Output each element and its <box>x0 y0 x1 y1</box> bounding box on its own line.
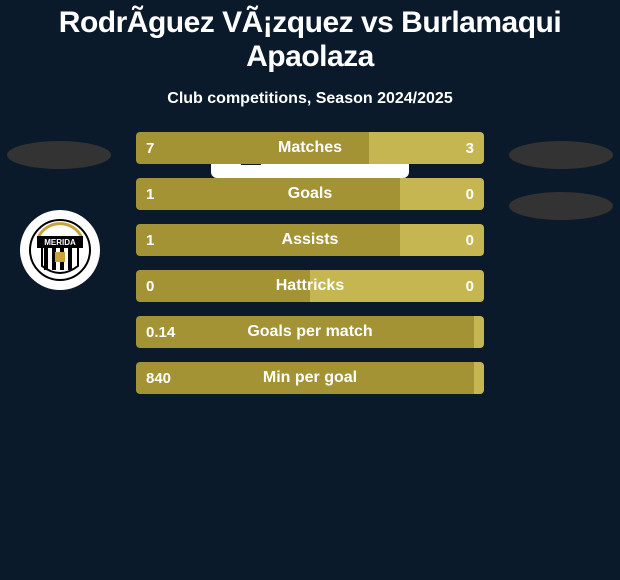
comparison-bar-row: Min per goal840 <box>136 362 484 394</box>
bar-segment-left <box>136 316 474 348</box>
bar-segment-left <box>136 224 400 256</box>
bar-segment-right <box>400 178 484 210</box>
comparison-bar-row: Hattricks00 <box>136 270 484 302</box>
page-title: RodrÃ­guez VÃ¡zquez vs Burlamaqui Apaola… <box>0 0 620 74</box>
bar-segment-left <box>136 270 310 302</box>
comparison-bar-row: Matches73 <box>136 132 484 164</box>
bar-segment-left <box>136 132 369 164</box>
bar-segment-right <box>369 132 484 164</box>
bar-segment-left <box>136 362 474 394</box>
placeholder-ellipse-top-left <box>7 141 111 169</box>
team-crest-icon: MERIDA <box>20 210 100 290</box>
comparison-bars: Matches73 Goals10 Assists10 Hattricks00 Goal… <box>136 132 484 394</box>
team-crest: MERIDA <box>20 210 100 290</box>
bar-segment-right <box>400 224 484 256</box>
comparison-bar-row: Goals per match0.14 <box>136 316 484 348</box>
bar-segment-right <box>474 316 484 348</box>
comparison-bar-row: Assists10 <box>136 224 484 256</box>
crest-banner-text: MERIDA <box>44 238 76 247</box>
comparison-bar-row: Goals10 <box>136 178 484 210</box>
placeholder-ellipse-mid-right <box>509 192 613 220</box>
bar-segment-right <box>310 270 484 302</box>
subtitle: Club competitions, Season 2024/2025 <box>0 90 620 108</box>
bar-segment-left <box>136 178 400 210</box>
bar-segment-right <box>474 362 484 394</box>
placeholder-ellipse-top-right <box>509 141 613 169</box>
